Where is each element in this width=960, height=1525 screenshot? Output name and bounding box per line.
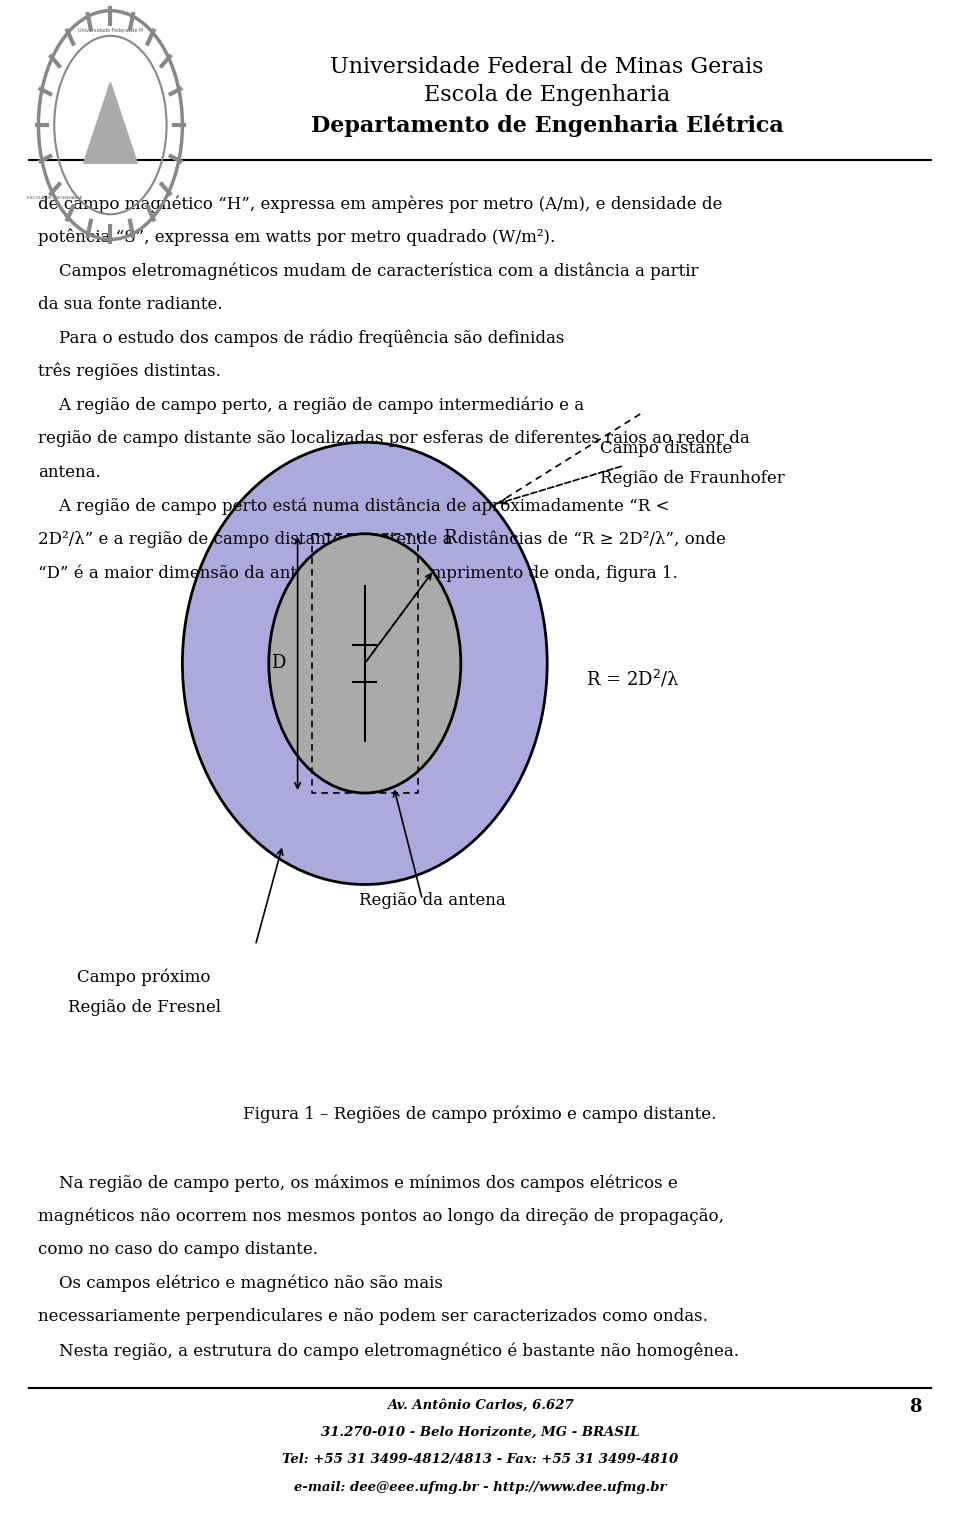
Text: “D” é a maior dimensão da antena e “λ” é o comprimento de onda, figura 1.: “D” é a maior dimensão da antena e “λ” é… [38,564,678,581]
Text: Campos eletromagnéticos mudam de característica com a distância a partir: Campos eletromagnéticos mudam de caracte… [38,262,699,279]
Text: e-mail: dee@eee.ufmg.br - http://www.dee.ufmg.br: e-mail: dee@eee.ufmg.br - http://www.dee… [294,1481,666,1494]
Text: de campo magnético “H”, expressa em ampères por metro (A/m), e densidade de: de campo magnético “H”, expressa em ampè… [38,195,723,212]
Text: R = 2D$^2$/λ: R = 2D$^2$/λ [586,668,680,689]
Ellipse shape [182,442,547,884]
Text: Para o estudo dos campos de rádio freqüência são definidas: Para o estudo dos campos de rádio freqüê… [38,329,564,346]
Text: necessariamente perpendiculares e não podem ser caracterizados como ondas.: necessariamente perpendiculares e não po… [38,1308,708,1325]
Ellipse shape [269,534,461,793]
Text: A região de campo perto, a região de campo intermediário e a: A região de campo perto, a região de cam… [38,396,585,413]
Text: Região de Fresnel: Região de Fresnel [67,999,221,1016]
Text: Os campos elétrico e magnético não são mais: Os campos elétrico e magnético não são m… [38,1275,444,1292]
Text: 31.270-010 - Belo Horizonte, MG - BRASIL: 31.270-010 - Belo Horizonte, MG - BRASIL [321,1426,639,1440]
Polygon shape [84,82,137,163]
Text: Tel: +55 31 3499-4812/4813 - Fax: +55 31 3499-4810: Tel: +55 31 3499-4812/4813 - Fax: +55 31… [282,1453,678,1467]
Text: ESCOLA DE ENGENHARIA: ESCOLA DE ENGENHARIA [27,197,83,200]
Text: antena.: antena. [38,464,101,480]
Text: Região da antena: Região da antena [359,892,505,909]
Text: potência “S”, expressa em watts por metro quadrado (W/m²).: potência “S”, expressa em watts por metr… [38,229,556,246]
Text: Escola de Engenharia: Escola de Engenharia [424,84,670,105]
Text: 2D²/λ” e a região de campo distante se estende a distâncias de “R ≥ 2D²/λ”, onde: 2D²/λ” e a região de campo distante se e… [38,531,727,547]
Text: Departamento de Engenharia Elétrica: Departamento de Engenharia Elétrica [311,113,783,137]
Text: região de campo distante são localizadas por esferas de diferentes raios ao redo: região de campo distante são localizadas… [38,430,750,447]
Text: Nesta região, a estrutura do campo eletromagnético é bastante não homogênea.: Nesta região, a estrutura do campo eletr… [38,1342,739,1359]
Text: da sua fonte radiante.: da sua fonte radiante. [38,296,223,313]
Text: magnéticos não ocorrem nos mesmos pontos ao longo da direção de propagação,: magnéticos não ocorrem nos mesmos pontos… [38,1208,725,1225]
Text: 8: 8 [909,1398,922,1417]
Text: Av. Antônio Carlos, 6.627: Av. Antônio Carlos, 6.627 [387,1398,573,1412]
Text: R: R [444,529,457,547]
Text: Campo distante: Campo distante [600,439,732,458]
Text: Na região de campo perto, os máximos e mínimos dos campos elétricos e: Na região de campo perto, os máximos e m… [38,1174,678,1191]
Text: como no caso do campo distante.: como no caso do campo distante. [38,1241,319,1258]
Text: Figura 1 – Regiões de campo próximo e campo distante.: Figura 1 – Regiões de campo próximo e ca… [243,1106,717,1122]
Text: Universidade Federal de Minas Gerais: Universidade Federal de Minas Gerais [330,56,764,78]
Text: Universidade Federal de M: Universidade Federal de M [78,27,143,34]
Text: três regiões distintas.: três regiões distintas. [38,363,221,380]
Text: A região de campo perto está numa distância de aproximadamente “R <: A região de campo perto está numa distân… [38,497,670,514]
Text: D: D [272,654,285,673]
Text: Campo próximo: Campo próximo [77,968,211,985]
Text: Região de Fraunhofer: Região de Fraunhofer [600,470,784,488]
